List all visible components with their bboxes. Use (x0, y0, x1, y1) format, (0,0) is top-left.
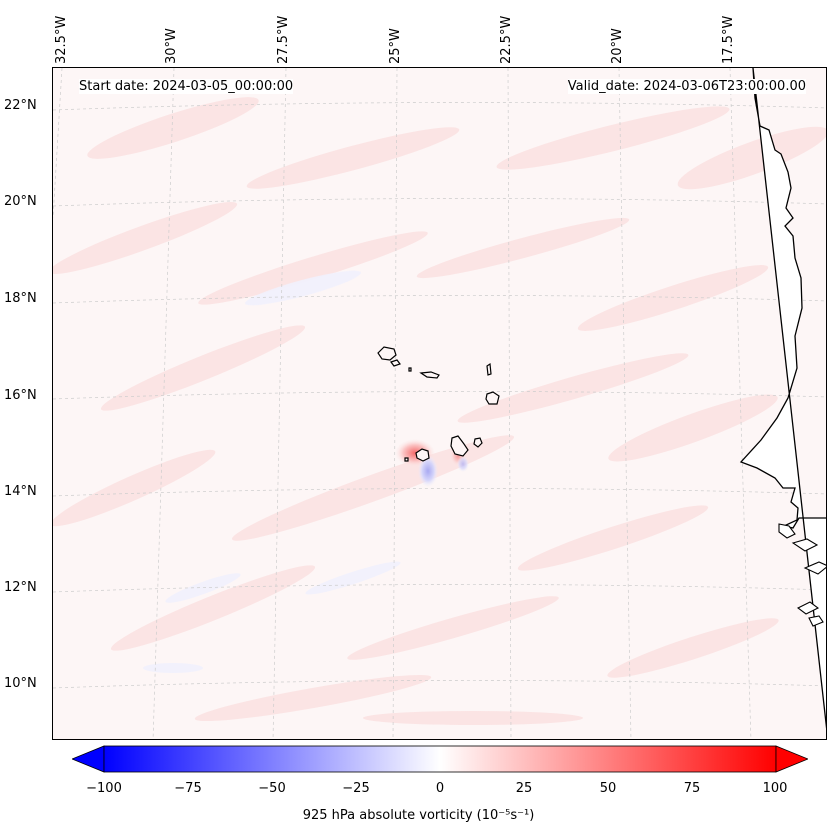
vorticity-negative-patches (143, 270, 401, 673)
africa-coastline (739, 68, 826, 729)
colorbar-max-extend (775, 745, 808, 773)
coastline-details (778, 523, 826, 627)
colorbar (72, 745, 808, 773)
colorbar-tick: 100 (762, 781, 788, 796)
lon-label: 32.5°W (54, 15, 69, 64)
gridlines (53, 68, 826, 739)
colorbar-tick: 75 (683, 781, 701, 796)
valid-date-label: Valid_date: 2024-03-06T23:00:00.00 (567, 79, 806, 94)
colorbar-tick: −25 (342, 781, 370, 796)
lat-label: 12°N (4, 580, 37, 595)
lat-label: 20°N (4, 194, 37, 209)
colorbar-min-extend (72, 745, 105, 773)
lon-label: 30°W (164, 28, 179, 64)
lon-label: 22.5°W (499, 15, 514, 64)
start-date-label: Start date: 2024-03-05_00:00:00 (79, 79, 294, 94)
colorbar-label: 925 hPa absolute vorticity (10⁻⁵s⁻¹) (302, 808, 535, 823)
colorbar-tick: 50 (599, 781, 617, 796)
lon-label: 17.5°W (721, 15, 736, 64)
lat-label: 22°N (4, 98, 37, 113)
vorticity-field (53, 68, 826, 739)
lat-label: 10°N (4, 676, 37, 691)
lon-label: 27.5°W (276, 15, 291, 64)
lat-label: 14°N (4, 484, 37, 499)
island-outlines (377, 346, 500, 462)
negative-vorticity-core (418, 455, 438, 487)
colorbar-tick: 0 (435, 781, 445, 796)
map-panel[interactable]: Start date: 2024-03-05_00:00:00 Valid_da… (52, 67, 827, 740)
lat-label: 16°N (4, 388, 37, 403)
colorbar-tick: 25 (515, 781, 533, 796)
vorticity-streaks (53, 97, 826, 725)
colorbar-tick: −50 (258, 781, 286, 796)
lat-label: 18°N (4, 291, 37, 306)
colorbar-gradient (103, 745, 777, 773)
colorbar-tick: −100 (86, 781, 122, 796)
colorbar-tick: −75 (174, 781, 202, 796)
lon-label: 25°W (388, 28, 403, 64)
lon-label: 20°W (610, 28, 625, 64)
